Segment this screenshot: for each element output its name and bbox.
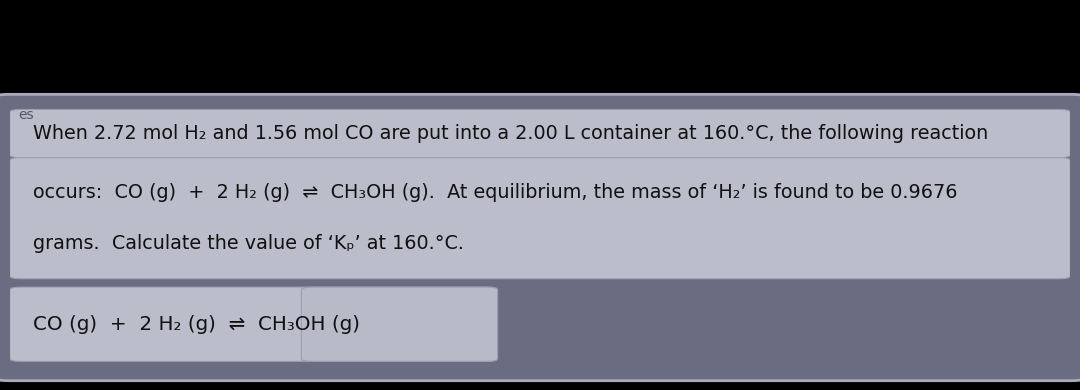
Text: When 2.72 mol H₂ and 1.56 mol CO are put into a 2.00 L container at 160.°C, the : When 2.72 mol H₂ and 1.56 mol CO are put…: [33, 124, 988, 143]
FancyBboxPatch shape: [10, 158, 1070, 279]
Text: grams.  Calculate the value of ‘Kₚ’ at 160.°C.: grams. Calculate the value of ‘Kₚ’ at 16…: [33, 234, 464, 253]
Text: CO (g)  +  2 H₂ (g)  ⇌  CH₃OH (g): CO (g) + 2 H₂ (g) ⇌ CH₃OH (g): [33, 315, 360, 334]
Text: occurs:  CO (g)  +  2 H₂ (g)  ⇌  CH₃OH (g).  At equilibrium, the mass of ‘H₂’ is: occurs: CO (g) + 2 H₂ (g) ⇌ CH₃OH (g). A…: [33, 183, 958, 202]
FancyBboxPatch shape: [10, 110, 1070, 158]
FancyBboxPatch shape: [301, 287, 498, 362]
FancyBboxPatch shape: [10, 287, 498, 362]
Text: es: es: [18, 108, 33, 122]
FancyBboxPatch shape: [0, 94, 1080, 381]
